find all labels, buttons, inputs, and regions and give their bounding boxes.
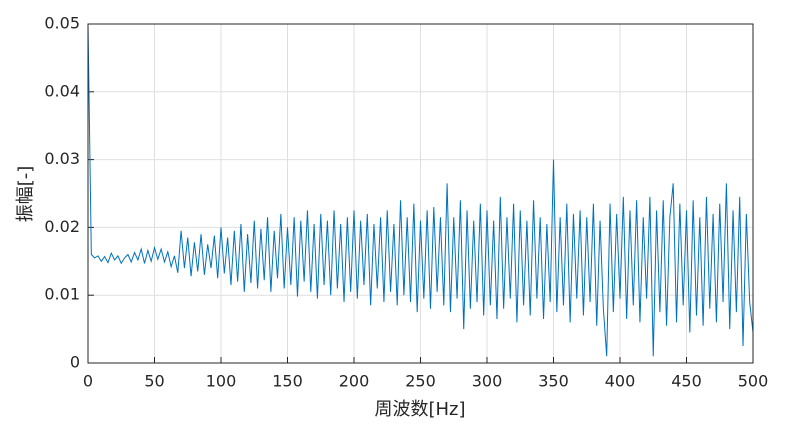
x-tick-label: 350 <box>538 372 569 391</box>
x-tick-label: 450 <box>671 372 702 391</box>
x-tick-label: 300 <box>472 372 503 391</box>
y-tick-label: 0.03 <box>44 149 80 168</box>
y-tick-label: 0.02 <box>44 217 80 236</box>
y-tick-label: 0 <box>70 353 80 372</box>
x-tick-label: 150 <box>272 372 303 391</box>
line-series <box>88 24 753 357</box>
y-tick-label: 0.05 <box>44 14 80 33</box>
x-tick-label: 200 <box>339 372 370 391</box>
x-axis-label: 周波数[Hz] <box>374 399 465 420</box>
x-tick-label: 0 <box>83 372 93 391</box>
x-tick-label: 100 <box>206 372 237 391</box>
x-tick-label: 50 <box>144 372 164 391</box>
x-tick-label: 500 <box>738 372 769 391</box>
axes-box <box>87 23 754 364</box>
x-tick-label: 400 <box>605 372 636 391</box>
y-tick-label: 0.04 <box>44 81 80 100</box>
y-tick-label: 0.01 <box>44 285 80 304</box>
x-tick-label: 250 <box>405 372 436 391</box>
y-axis-label: 振幅[-] <box>15 166 36 223</box>
